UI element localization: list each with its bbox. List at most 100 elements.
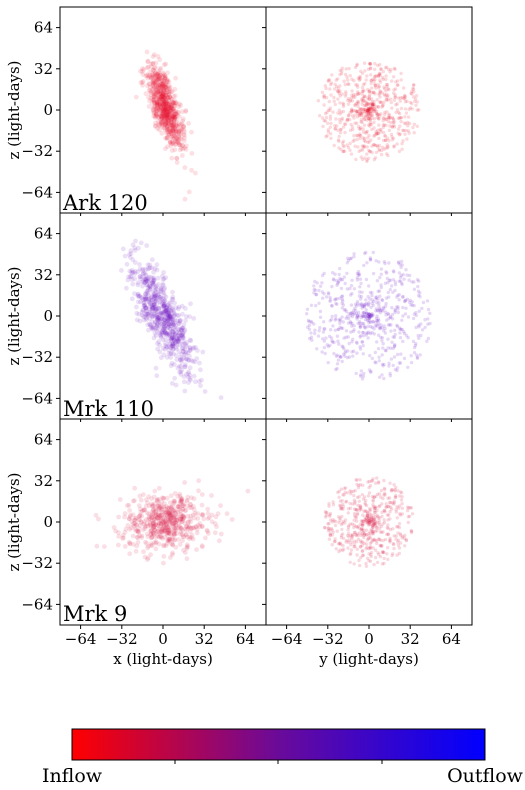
- scatter-point: [162, 99, 168, 105]
- scatter-point: [152, 94, 157, 100]
- scatter-point: [405, 508, 410, 513]
- scatter-point: [331, 503, 336, 507]
- scatter-point: [139, 312, 145, 318]
- scatter-point: [143, 311, 149, 317]
- scatter-point: [355, 495, 360, 500]
- scatter-point: [388, 527, 393, 532]
- scatter-point: [171, 338, 177, 344]
- scatter-point: [338, 317, 342, 321]
- scatter-point: [150, 520, 156, 526]
- scatter-point: [164, 131, 170, 136]
- scatter-point: [162, 285, 168, 291]
- scatter-point: [314, 292, 319, 297]
- scatter-point: [176, 336, 182, 341]
- scatter-point: [377, 91, 382, 96]
- scatter-point: [374, 505, 378, 509]
- scatter-point: [377, 318, 381, 323]
- scatter-point: [355, 137, 359, 142]
- scatter-point: [342, 79, 346, 83]
- scatter-point: [425, 299, 430, 303]
- scatter-point: [135, 528, 140, 533]
- scatter-point: [147, 322, 153, 328]
- scatter-point: [404, 538, 408, 542]
- scatter-point: [391, 527, 395, 531]
- scatter-point: [166, 110, 171, 116]
- scatter-point: [162, 513, 168, 518]
- scatter-point: [175, 124, 180, 129]
- scatter-point: [169, 334, 175, 340]
- scatter-point: [327, 334, 332, 338]
- scatter-point: [341, 326, 345, 330]
- scatter-point: [159, 504, 165, 510]
- scatter-point: [196, 488, 201, 494]
- scatter-point: [163, 107, 168, 113]
- scatter-point: [330, 304, 334, 308]
- scatter-point: [131, 521, 137, 526]
- scatter-point: [183, 550, 188, 555]
- scatter-point: [161, 299, 166, 305]
- scatter-point: [178, 318, 183, 323]
- scatter-point: [382, 362, 386, 367]
- scatter-point: [412, 303, 416, 308]
- scatter-point: [385, 552, 389, 556]
- scatter-point: [379, 272, 383, 276]
- scatter-point: [334, 314, 338, 318]
- scatter-point: [362, 88, 366, 93]
- scatter-point: [150, 517, 155, 523]
- scatter-point: [392, 88, 396, 92]
- scatter-point: [376, 309, 380, 313]
- scatter-point: [393, 310, 397, 315]
- scatter-point: [321, 330, 326, 334]
- scatter-point: [375, 340, 379, 344]
- scatter-point: [417, 325, 421, 329]
- scatter-point: [351, 109, 355, 113]
- scatter-point: [335, 302, 339, 306]
- scatter-point: [157, 76, 162, 81]
- scatter-point: [331, 110, 335, 114]
- scatter-point: [169, 116, 174, 122]
- scatter-point: [339, 542, 343, 547]
- scatter-point: [151, 277, 156, 283]
- scatter-point: [158, 94, 164, 100]
- scatter-point: [164, 112, 170, 118]
- scatter-point: [160, 337, 166, 343]
- scatter-point: [390, 501, 395, 505]
- scatter-point: [182, 341, 187, 347]
- scatter-point: [387, 316, 391, 321]
- scatter-point: [155, 314, 161, 320]
- scatter-point: [163, 528, 168, 533]
- scatter-point: [176, 506, 182, 512]
- scatter-point: [200, 544, 205, 550]
- scatter-point: [361, 127, 365, 131]
- scatter-point: [158, 316, 164, 321]
- scatter-point: [328, 518, 333, 522]
- scatter-point: [174, 518, 180, 523]
- scatter-point: [398, 512, 402, 516]
- scatter-point: [393, 309, 397, 313]
- scatter-point: [153, 326, 159, 332]
- scatter-point: [143, 523, 149, 529]
- scatter-point: [347, 355, 352, 359]
- scatter-point: [410, 101, 414, 106]
- scatter-point: [159, 329, 164, 335]
- scatter-point: [324, 336, 328, 340]
- scatter-point: [145, 500, 150, 505]
- scatter-point: [361, 148, 365, 152]
- scatter-point: [328, 108, 332, 113]
- scatter-point: [330, 73, 334, 77]
- scatter-point: [406, 520, 410, 525]
- scatter-point: [344, 90, 348, 94]
- scatter-point: [152, 65, 157, 70]
- scatter-point: [312, 291, 316, 295]
- scatter-point: [151, 81, 157, 87]
- scatter-point: [320, 90, 325, 95]
- scatter-point: [165, 318, 171, 323]
- scatter-point: [146, 278, 152, 284]
- scatter-point: [369, 517, 374, 521]
- scatter-point: [141, 303, 147, 308]
- scatter-point: [198, 383, 203, 389]
- scatter-point: [332, 539, 337, 544]
- scatter-point: [145, 276, 151, 282]
- scatter-point: [359, 533, 363, 537]
- scatter-point: [411, 87, 416, 91]
